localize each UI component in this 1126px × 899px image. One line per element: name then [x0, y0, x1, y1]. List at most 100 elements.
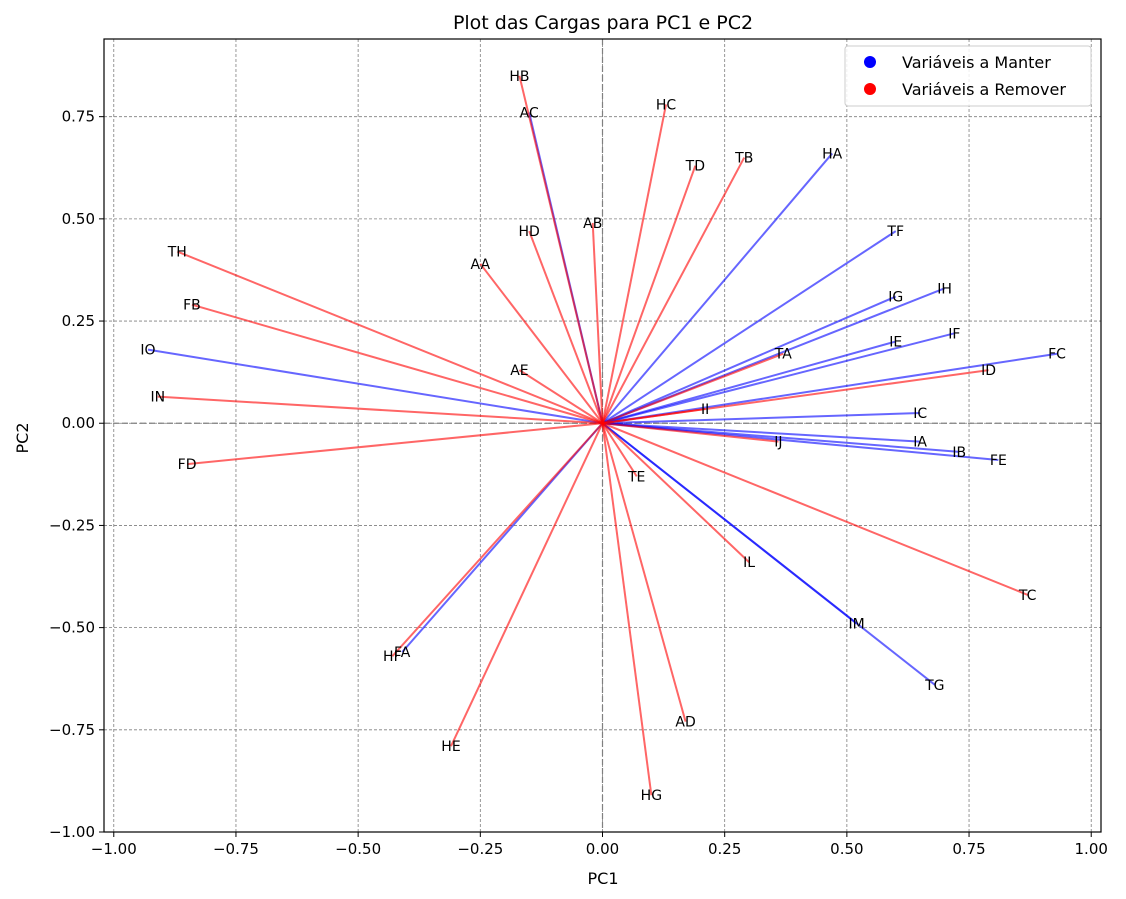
- loading-vector-hc: [601, 104, 668, 424]
- loading-vector-ta: [602, 352, 784, 425]
- point-label-he: HE: [441, 739, 460, 755]
- loading-vector-ic: [602, 412, 921, 425]
- legend-marker-keep: [864, 56, 876, 68]
- reference-lines: [104, 39, 1101, 832]
- loading-vector-hg: [601, 423, 653, 796]
- loading-vector-ae: [518, 369, 604, 425]
- loading-vector-hd: [528, 230, 604, 424]
- loading-vector-tf: [601, 230, 897, 425]
- loading-vector-il: [601, 422, 750, 563]
- loading-vector-tg: [601, 422, 936, 686]
- point-label-ab: AB: [583, 216, 602, 232]
- point-labels: AC HA TF IG IH IF IE FC IO IC IA IB FE IM TG FA HB HC TD TB…: [140, 69, 1066, 804]
- y-tick-label: 0.00: [62, 414, 95, 432]
- loading-vector-ab: [591, 222, 604, 424]
- point-label-hg: HG: [641, 788, 662, 804]
- point-label-tc: TC: [1018, 588, 1037, 604]
- loading-vector-th: [176, 250, 603, 425]
- point-label-td: TD: [685, 159, 705, 175]
- point-label-fe: FE: [990, 453, 1007, 469]
- point-label-th: TH: [167, 245, 187, 261]
- x-tick-label: 0.25: [708, 840, 741, 858]
- point-label-ad: AD: [675, 715, 695, 731]
- y-tick-label: 0.75: [62, 108, 95, 126]
- x-tick-label: 0.00: [586, 840, 619, 858]
- y-tick-label: −0.50: [49, 619, 95, 637]
- point-label-tb: TB: [734, 151, 753, 167]
- legend-label-remove: Variáveis a Remover: [902, 80, 1066, 99]
- point-label-ae: AE: [510, 363, 528, 379]
- x-tick-label: −0.25: [457, 840, 503, 858]
- loading-vector-aa: [479, 263, 604, 424]
- x-tick-label: 0.75: [952, 840, 985, 858]
- point-label-tf: TF: [886, 224, 904, 240]
- point-label-tg: TG: [924, 678, 944, 694]
- y-tick-label: −0.25: [49, 516, 95, 534]
- y-tick-label: −1.00: [49, 823, 95, 841]
- loading-vector-hf: [391, 422, 604, 657]
- loading-vector-ij: [602, 422, 779, 443]
- point-label-fb: FB: [183, 298, 201, 314]
- point-label-if: IF: [948, 326, 960, 342]
- point-label-ig: IG: [888, 290, 903, 306]
- point-label-ii: II: [701, 402, 709, 418]
- point-label-ij: IJ: [774, 435, 782, 451]
- loading-vector-ig: [602, 295, 897, 425]
- y-axis-ticks: −1.00 −0.75 −0.50 −0.25 0.00 0.25 0.50 0.75: [49, 108, 104, 841]
- x-tick-label: −0.75: [213, 840, 259, 858]
- loading-vector-fb: [191, 303, 603, 425]
- loading-vector-he: [450, 422, 604, 747]
- point-label-il: IL: [743, 555, 755, 571]
- x-axis-label: PC1: [588, 869, 619, 888]
- point-label-ib: IB: [952, 445, 966, 461]
- point-label-ih: IH: [937, 281, 952, 297]
- x-tick-label: 0.50: [830, 840, 863, 858]
- legend: Variáveis a Manter Variáveis a Remover: [844, 45, 1092, 107]
- point-label-fa: FA: [394, 645, 411, 661]
- loading-vector-if: [602, 332, 955, 425]
- loading-vector-ie: [602, 340, 897, 425]
- loading-vector-ia: [602, 422, 921, 443]
- point-label-hb: HB: [509, 69, 529, 85]
- loading-vector-tc: [602, 422, 1029, 596]
- point-label-ia: IA: [913, 435, 927, 451]
- loading-vector-io: [147, 348, 603, 425]
- legend-box: [844, 45, 1092, 107]
- point-label-aa: AA: [471, 257, 491, 273]
- legend-label-keep: Variáveis a Manter: [902, 53, 1051, 72]
- chart-title: Plot das Cargas para PC1 e PC2: [453, 12, 753, 34]
- loading-vector-td: [601, 165, 697, 424]
- point-label-ic: IC: [913, 406, 927, 422]
- loading-vector-ha: [601, 152, 833, 424]
- y-axis-label: PC2: [13, 423, 32, 454]
- point-label-hf: HF: [383, 649, 402, 665]
- point-label-fd: FD: [178, 457, 197, 473]
- point-label-hc: HC: [656, 97, 677, 113]
- point-label-ta: TA: [774, 347, 792, 363]
- loading-vector-te: [601, 422, 638, 477]
- point-label-ac: AC: [520, 106, 539, 122]
- x-axis-ticks: −1.00 −0.75 −0.50 −0.25 0.00 0.25 0.50 0.75 1.00: [91, 832, 1108, 858]
- point-label-ha: HA: [822, 146, 843, 162]
- y-tick-label: 0.25: [62, 312, 95, 330]
- point-label-fc: FC: [1048, 347, 1066, 363]
- x-tick-label: −1.00: [91, 840, 137, 858]
- y-tick-label: 0.50: [62, 210, 95, 228]
- loading-vector-fd: [186, 422, 603, 466]
- x-tick-label: 1.00: [1075, 840, 1108, 858]
- loading-vector-hb: [518, 75, 604, 424]
- point-label-in: IN: [150, 390, 165, 406]
- point-label-id: ID: [981, 363, 996, 379]
- point-label-te: TE: [627, 469, 645, 485]
- point-label-ie: IE: [889, 334, 902, 350]
- loading-vector-fc: [602, 352, 1058, 425]
- loading-vector-tb: [601, 157, 746, 424]
- point-label-im: IM: [849, 617, 865, 633]
- point-label-io: IO: [140, 343, 155, 359]
- loading-vector-ad: [601, 422, 687, 722]
- loading-vector-ii: [602, 407, 706, 425]
- loading-vector-in: [157, 395, 603, 425]
- y-tick-label: −0.75: [49, 721, 95, 739]
- point-label-hd: HD: [519, 224, 540, 240]
